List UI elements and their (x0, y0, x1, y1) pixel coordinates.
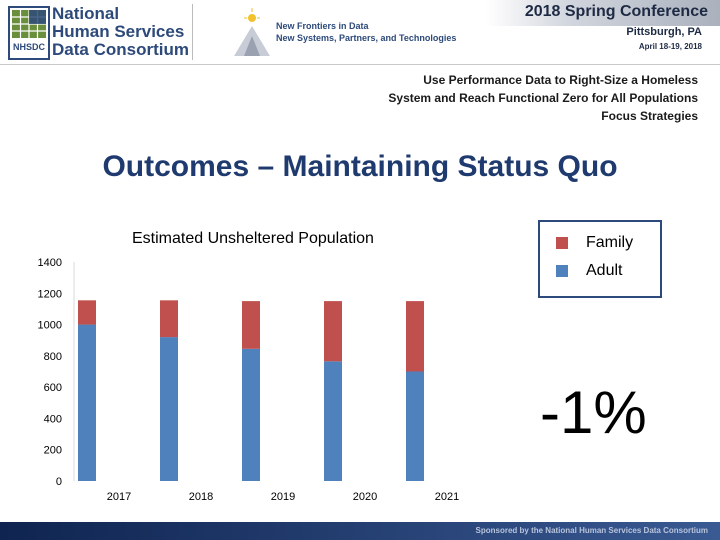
subtitle-line: Focus Strategies (601, 109, 698, 123)
slide-title: Outcomes – Maintaining Status Quo (102, 150, 618, 183)
x-tick-label: 2021 (435, 491, 459, 503)
y-tick-label: 400 (44, 413, 62, 425)
bar-adult-2020 (324, 361, 342, 481)
organization-name: National Human Services Data Consortium (52, 5, 189, 59)
legend-label-adult: Adult (586, 262, 623, 279)
chart-title: Estimated Unsheltered Population (132, 230, 374, 247)
conference-banner: 2018 Spring Conference (486, 0, 720, 26)
conference-city: Pittsburgh, PA (626, 26, 702, 38)
bar-adult-2017 (78, 324, 96, 481)
bar-family-2019 (242, 301, 260, 349)
subtitle-line: System and Reach Functional Zero for All… (388, 91, 698, 105)
bar-adult-2019 (242, 348, 260, 481)
y-tick-label: 800 (44, 351, 62, 363)
tagline-line: New Frontiers in Data (276, 21, 369, 31)
logo-abbreviation: NHSDC (12, 42, 45, 52)
chart-legend: Family Adult (538, 220, 662, 298)
footer-sponsor-text: Sponsored by the National Human Services… (475, 526, 709, 535)
y-tick-label: 0 (56, 476, 62, 488)
slide-subtitle: Use Performance Data to Right-Size a Hom… (388, 71, 698, 125)
slide-footer: Sponsored by the National Human Services… (0, 522, 720, 540)
legend-label-family: Family (586, 234, 634, 251)
x-tick-label: 2019 (271, 491, 295, 503)
conference-title: 2018 Spring Conference (524, 3, 708, 20)
conference-dates: April 18-19, 2018 (638, 42, 702, 51)
y-tick-label: 1400 (38, 257, 62, 269)
subtitle-line: Use Performance Data to Right-Size a Hom… (423, 73, 698, 87)
conference-header: NHSDC National Human Services Data Conso… (0, 0, 720, 65)
x-tick-label: 2018 (189, 491, 213, 503)
bar-family-2018 (160, 300, 178, 338)
y-tick-label: 1000 (38, 320, 62, 332)
header-divider (192, 4, 193, 60)
change-annotation: -1% (540, 379, 647, 446)
mountain-star-icon (234, 8, 270, 56)
x-tick-label: 2020 (353, 491, 377, 503)
x-tick-label: 2017 (107, 491, 131, 503)
bar-family-2017 (78, 300, 96, 325)
logo-grid-icon (12, 10, 46, 38)
org-name-line: Data Consortium (52, 40, 189, 59)
bar-family-2021 (406, 301, 424, 372)
y-tick-label: 600 (44, 382, 62, 394)
bar-adult-2018 (160, 337, 178, 481)
y-tick-label: 200 (44, 445, 62, 457)
y-tick-label: 1200 (38, 288, 62, 300)
conference-tagline: New Frontiers in Data New Systems, Partn… (276, 20, 456, 44)
legend-entry-adult: Adult (556, 262, 622, 282)
org-name-line: Human Services (52, 22, 185, 41)
consortium-logo: NHSDC (8, 6, 50, 60)
legend-entry-family: Family (556, 234, 633, 254)
org-name-line: National (52, 4, 120, 23)
tagline-line: New Systems, Partners, and Technologies (276, 33, 457, 43)
bar-family-2020 (324, 301, 342, 362)
legend-swatch-family (556, 236, 568, 249)
legend-swatch-adult (556, 264, 568, 277)
bar-adult-2021 (406, 371, 424, 481)
